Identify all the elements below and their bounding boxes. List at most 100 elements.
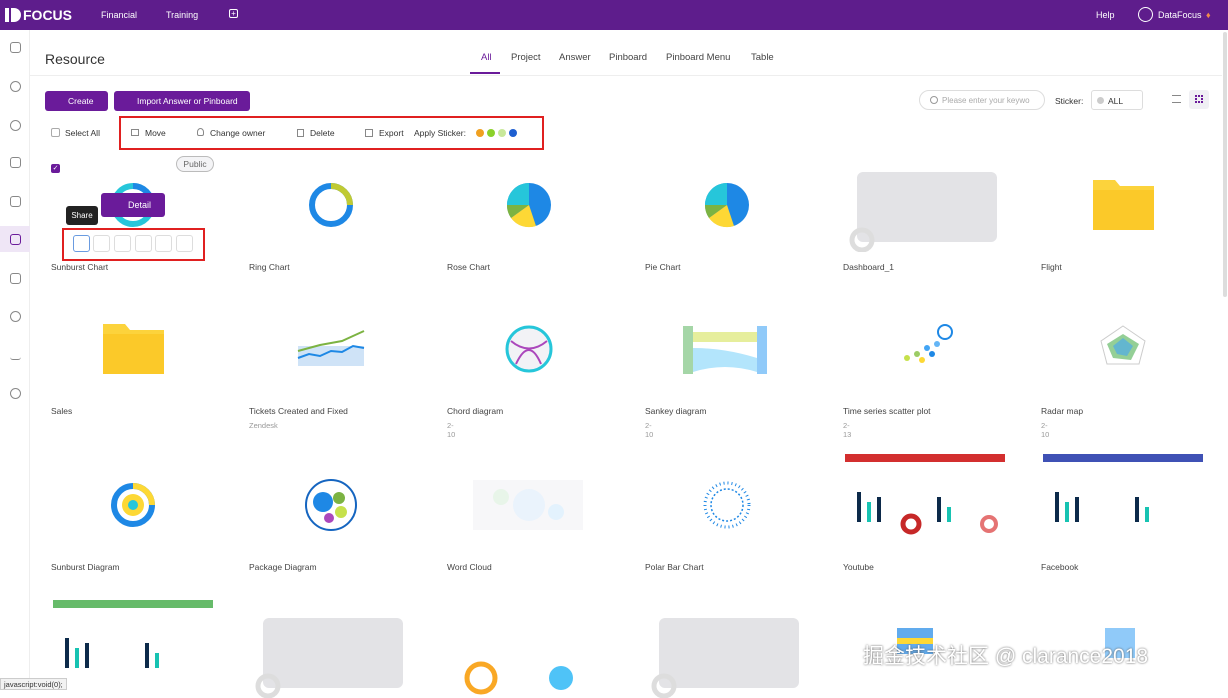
card-subtitle: 2-10 [645,421,654,439]
page-title: Resource [45,51,105,67]
move-icon [131,129,139,136]
card-title[interactable]: Rose Chart [447,262,490,272]
thumbnail [1100,325,1146,365]
nav-icon[interactable] [10,157,21,168]
tab[interactable]: Answer [559,52,591,63]
action-button[interactable] [155,235,172,252]
detail-button[interactable]: Detail [101,193,165,217]
card-title[interactable]: Chord diagram [447,406,504,416]
add-tab[interactable]: + [229,9,238,18]
select-checkbox[interactable] [51,128,60,137]
card-title[interactable]: Polar Bar Chart [645,562,704,572]
tab[interactable]: All [481,52,492,63]
sticker-dot[interactable] [498,129,506,137]
card-title[interactable]: Pie Chart [645,262,681,272]
action-button[interactable] [73,235,90,252]
tab-underline [470,72,500,74]
card-title[interactable]: Tickets Created and Fixed [249,406,348,416]
watermark: 掘金技术社区 @ clarance2018 [863,645,1149,668]
change-owner[interactable]: Change owner [210,128,266,138]
sticker-dot[interactable] [509,129,517,137]
search-icon [930,96,938,104]
help[interactable]: Help [1096,10,1115,20]
action-button[interactable] [93,235,110,252]
action-button[interactable] [135,235,152,252]
delete[interactable]: Delete [310,128,335,138]
tab[interactable]: Project [511,52,541,63]
nav-icon[interactable] [10,311,21,322]
card-checkbox[interactable]: ✓ [51,164,60,173]
action-button[interactable] [114,235,131,252]
badge-icon: ♦ [1206,10,1211,20]
nav-icon[interactable] [10,120,21,131]
nav-icon[interactable] [10,273,21,284]
grid-view[interactable] [1189,90,1209,109]
nav-item[interactable]: Financial [101,10,138,20]
tab[interactable]: Pinboard [609,52,648,63]
tab[interactable]: Pinboard Menu [666,52,731,63]
card-subtitle: 2-13 [843,421,852,439]
card-title[interactable]: Ring Chart [249,262,290,272]
delete-icon [297,129,304,137]
thumbnail [704,183,749,228]
sticker-dot [1097,97,1104,104]
create-button[interactable]: Create [45,91,108,111]
thumbnail [53,600,213,692]
sticker-select[interactable]: ALL [1091,90,1143,110]
highlight-box [119,116,544,150]
highlight-box [62,228,205,261]
import-button[interactable]: Import Answer or Pinboard [114,91,250,111]
card-subtitle: 2-10 [1041,421,1050,439]
nav-icon[interactable] [10,234,21,245]
nav-icon[interactable] [10,81,21,92]
nav-item[interactable]: Training [166,10,199,20]
card-title[interactable]: Facebook [1041,562,1079,572]
thumbnail [703,481,751,529]
thumbnail [305,479,357,531]
owner-icon [197,128,204,136]
thumbnail [473,480,583,530]
card-title[interactable]: Dashboard_1 [843,262,895,272]
public-badge: Public [176,156,214,172]
card-title[interactable]: Word Cloud [447,562,492,572]
select-all[interactable]: Select All [65,128,100,138]
active-nav [0,226,30,252]
card-title[interactable]: Sankey diagram [645,406,707,416]
search-box[interactable]: Please enter your keywo [919,90,1045,110]
nav-icon[interactable] [10,349,21,360]
card-title[interactable]: Sunburst Chart [51,262,109,272]
nav-icon[interactable] [10,388,21,399]
card-title[interactable]: Package Diagram [249,562,317,572]
apply-sticker[interactable]: Apply Sticker: [414,128,466,138]
user-name[interactable]: DataFocus [1158,10,1202,20]
thumbnail [651,618,799,698]
tab[interactable]: Table [751,52,774,63]
card-title[interactable]: Flight [1041,262,1062,272]
card-title[interactable]: Radar map [1041,406,1084,416]
nav-icon[interactable] [10,42,21,53]
sticker-dot[interactable] [487,129,495,137]
card-subtitle: Zendesk [249,421,278,430]
thumbnail [1043,454,1203,546]
sticker-value: ALL [1108,96,1124,106]
card-title[interactable]: Sales [51,406,73,416]
export[interactable]: Export [379,128,404,138]
avatar[interactable] [1138,7,1153,22]
move[interactable]: Move [145,128,166,138]
thumbnail [449,600,609,695]
top-bar: FOCUS Financial Training + Help DataFocu… [0,0,1228,30]
thumbnail [506,183,551,228]
nav-icon[interactable] [10,196,21,207]
scrollbar [1223,32,1227,297]
card-title[interactable]: Time series scatter plot [843,406,931,416]
thumbnail [297,330,365,366]
card-title[interactable]: Sunburst Diagram [51,562,120,572]
sticker-dot[interactable] [476,129,484,137]
action-button[interactable] [176,235,193,252]
sticker-label: Sticker: [1055,96,1084,106]
list-view[interactable] [1172,95,1181,103]
card-title[interactable]: Youtube [843,562,874,572]
sidebar [0,30,30,690]
thumbnail [309,183,353,227]
